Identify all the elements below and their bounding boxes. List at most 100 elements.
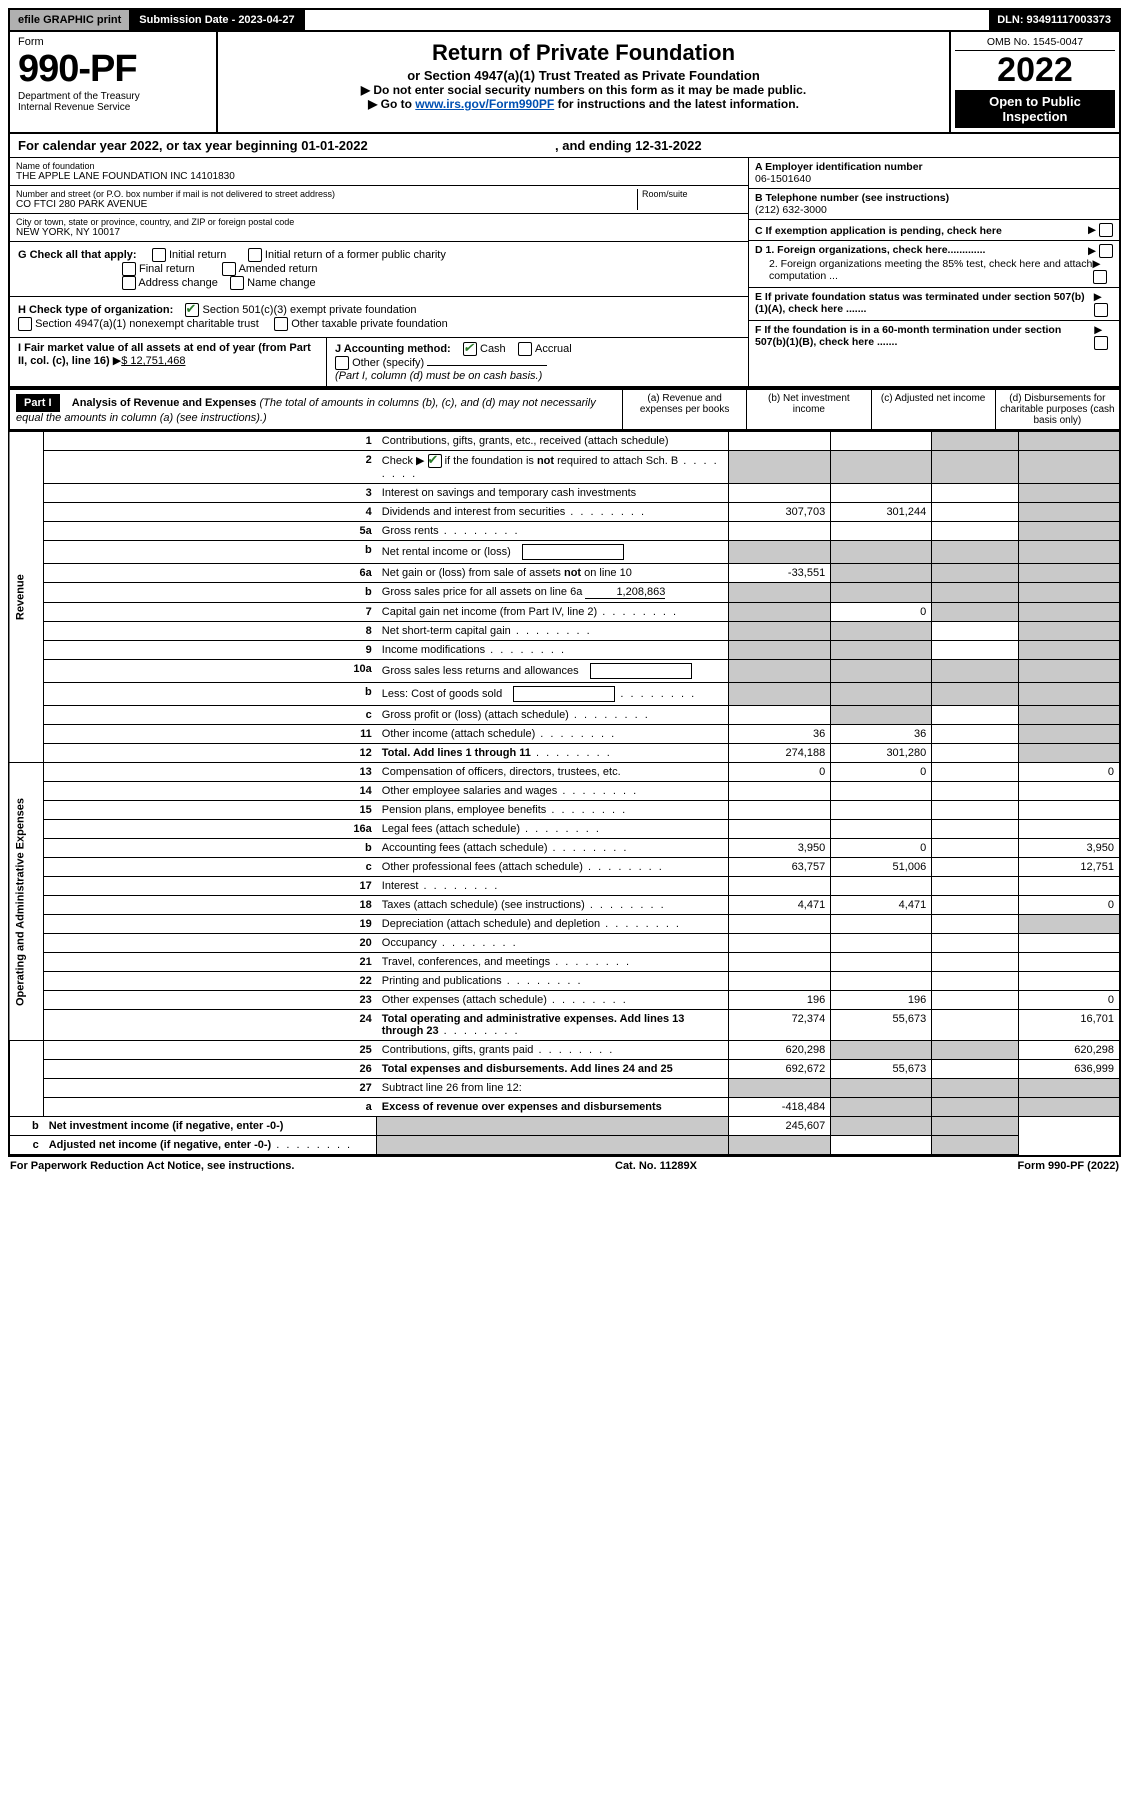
other-taxable-checkbox[interactable] xyxy=(274,317,288,331)
footer: For Paperwork Reduction Act Notice, see … xyxy=(8,1155,1121,1175)
line-desc: Gross profit or (loss) (attach schedule) xyxy=(377,706,729,725)
line-number: 13 xyxy=(44,763,377,782)
cell-a: 63,757 xyxy=(728,858,830,877)
revenue-section-label: Revenue xyxy=(9,432,44,763)
501c3-checkbox[interactable] xyxy=(185,303,199,317)
cell-c xyxy=(932,934,1019,953)
line-desc: Interest on savings and temporary cash i… xyxy=(377,484,729,503)
cell-a: -33,551 xyxy=(728,564,830,583)
name-change-checkbox[interactable] xyxy=(230,276,244,290)
line-desc: Subtract line 26 from line 12: xyxy=(377,1079,729,1098)
cell-d xyxy=(1018,622,1120,641)
phone-label: B Telephone number (see instructions) xyxy=(755,192,1113,204)
line-desc: Net rental income or (loss) xyxy=(377,541,729,564)
g-label: G Check all that apply: xyxy=(18,249,137,261)
line-desc: Contributions, gifts, grants, etc., rece… xyxy=(377,432,729,451)
cell-b: 55,673 xyxy=(831,1010,932,1041)
cell-c xyxy=(932,432,1019,451)
cell-d xyxy=(1018,1098,1120,1117)
cell-c xyxy=(932,641,1019,660)
cell-a xyxy=(728,432,830,451)
cash-checkbox[interactable] xyxy=(463,342,477,356)
cell-a xyxy=(728,972,830,991)
cell-a: 36 xyxy=(728,725,830,744)
cell-b: 245,607 xyxy=(728,1117,830,1136)
cell-c xyxy=(932,1060,1019,1079)
exemption-pending-checkbox[interactable] xyxy=(1099,223,1113,237)
amended-return-checkbox[interactable] xyxy=(222,262,236,276)
60month-checkbox[interactable] xyxy=(1094,336,1108,350)
cell-a xyxy=(728,622,830,641)
cell-a xyxy=(728,934,830,953)
omb-number: OMB No. 1545-0047 xyxy=(955,36,1115,51)
addr-label: Number and street (or P.O. box number if… xyxy=(16,189,637,199)
part-1-title: Analysis of Revenue and Expenses xyxy=(72,397,257,409)
line-number: 17 xyxy=(44,877,377,896)
cell-d xyxy=(1018,1079,1120,1098)
sch-b-checkbox[interactable] xyxy=(428,454,442,468)
entity-info: Name of foundation THE APPLE LANE FOUNDA… xyxy=(8,158,1121,388)
line-desc: Net gain or (loss) from sale of assets n… xyxy=(377,564,729,583)
line-desc: Capital gain net income (from Part IV, l… xyxy=(377,603,729,622)
address-change-checkbox[interactable] xyxy=(122,276,136,290)
cell-c xyxy=(932,953,1019,972)
initial-return-checkbox[interactable] xyxy=(152,248,166,262)
line-number: 26 xyxy=(44,1060,377,1079)
cal-year-begin: For calendar year 2022, or tax year begi… xyxy=(18,138,368,153)
cell-a xyxy=(728,1079,830,1098)
cell-b xyxy=(831,564,932,583)
line-desc: Contributions, gifts, grants paid xyxy=(377,1041,729,1060)
cell-a xyxy=(728,782,830,801)
cell-d xyxy=(1018,706,1120,725)
cell-d xyxy=(1018,725,1120,744)
cell-c xyxy=(932,503,1019,522)
efile-button[interactable]: efile GRAPHIC print xyxy=(10,10,131,30)
line-desc: Total expenses and disbursements. Add li… xyxy=(377,1060,729,1079)
calendar-year-row: For calendar year 2022, or tax year begi… xyxy=(8,134,1121,158)
line-number: a xyxy=(44,1098,377,1117)
c-label: C If exemption application is pending, c… xyxy=(755,225,1002,237)
foreign-org-checkbox[interactable] xyxy=(1099,244,1113,258)
cell-d xyxy=(1018,541,1120,564)
cell-b: 0 xyxy=(831,603,932,622)
cell-a xyxy=(728,660,830,683)
line-number: 9 xyxy=(44,641,377,660)
cell-c xyxy=(932,603,1019,622)
d2-label: 2. Foreign organizations meeting the 85%… xyxy=(755,258,1093,284)
line-number: 5a xyxy=(44,522,377,541)
top-bar: efile GRAPHIC print Submission Date - 20… xyxy=(8,8,1121,32)
accrual-checkbox[interactable] xyxy=(518,342,532,356)
f-label: F If the foundation is in a 60-month ter… xyxy=(755,324,1094,350)
cell-c xyxy=(932,896,1019,915)
cell-b xyxy=(831,1098,932,1117)
cell-b: 301,244 xyxy=(831,503,932,522)
city-label: City or town, state or province, country… xyxy=(16,217,742,227)
line-number: 3 xyxy=(44,484,377,503)
line-number: 14 xyxy=(44,782,377,801)
4947-checkbox[interactable] xyxy=(18,317,32,331)
line-desc: Compensation of officers, directors, tru… xyxy=(377,763,729,782)
cell-d xyxy=(1018,782,1120,801)
other-method-checkbox[interactable] xyxy=(335,356,349,370)
cell-c xyxy=(932,564,1019,583)
line-number: c xyxy=(9,1136,44,1155)
initial-return-label: Initial return xyxy=(169,249,226,261)
irs-link[interactable]: www.irs.gov/Form990PF xyxy=(415,97,554,111)
street-address: CO FTCI 280 PARK AVENUE xyxy=(16,199,637,210)
cell-b xyxy=(831,915,932,934)
final-return-checkbox[interactable] xyxy=(122,262,136,276)
cell-d xyxy=(1018,522,1120,541)
cell-c xyxy=(932,522,1019,541)
initial-former-checkbox[interactable] xyxy=(248,248,262,262)
line-number: b xyxy=(44,683,377,706)
foreign-85-checkbox[interactable] xyxy=(1093,270,1107,284)
line-number: 19 xyxy=(44,915,377,934)
col-a-header: (a) Revenue and expenses per books xyxy=(623,390,747,429)
amended-return-label: Amended return xyxy=(239,263,318,275)
line-desc: Occupancy xyxy=(377,934,729,953)
cell-a xyxy=(728,603,830,622)
address-change-label: Address change xyxy=(138,277,218,289)
cell-a xyxy=(728,522,830,541)
cell-a xyxy=(728,915,830,934)
terminated-checkbox[interactable] xyxy=(1094,303,1108,317)
